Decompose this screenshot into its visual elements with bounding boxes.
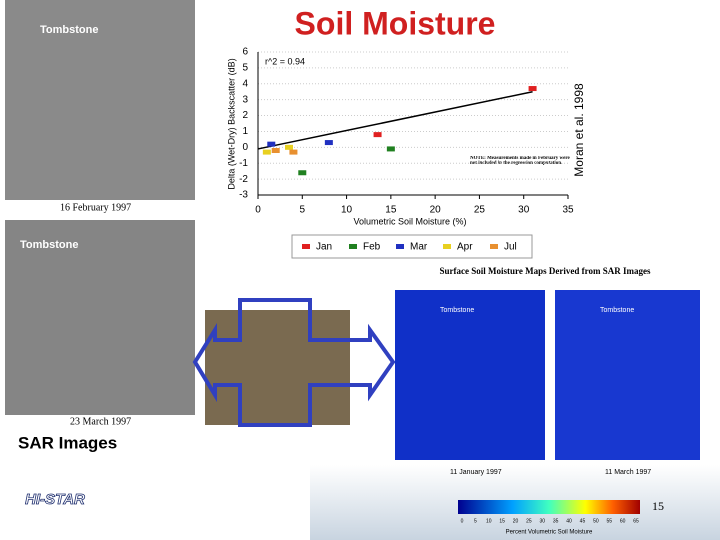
x-tick-label: 10 bbox=[341, 205, 353, 216]
colorbar-tick-label: 55 bbox=[606, 518, 612, 524]
colorbar-tick-label: 10 bbox=[486, 518, 492, 524]
point bbox=[373, 132, 382, 138]
x-tick-label: 25 bbox=[474, 205, 486, 216]
legend-swatch bbox=[490, 244, 498, 249]
colorbar-tick-label: 65 bbox=[633, 518, 639, 524]
soil-map bbox=[395, 290, 545, 460]
legend-swatch bbox=[443, 244, 451, 249]
y-tick-label: 2 bbox=[242, 110, 248, 121]
image-date: 11 January 1997 bbox=[450, 469, 502, 476]
soil-map bbox=[555, 290, 700, 460]
colorbar-label: Percent Volumetric Soil Moisture bbox=[506, 530, 593, 536]
annotation: r^2 = 0.94 bbox=[265, 56, 305, 66]
y-tick-label: 6 bbox=[242, 47, 248, 58]
y-tick-label: 4 bbox=[242, 78, 248, 89]
colorbar-tick-label: 45 bbox=[580, 518, 586, 524]
legend-label: Mar bbox=[410, 242, 428, 253]
legend-label: Jan bbox=[316, 242, 332, 253]
point bbox=[262, 149, 271, 155]
point bbox=[285, 144, 293, 150]
point bbox=[267, 141, 276, 147]
legend-label: Jul bbox=[504, 242, 517, 253]
colorbar bbox=[458, 500, 640, 514]
x-tick-label: 15 bbox=[385, 205, 397, 216]
point bbox=[271, 148, 280, 154]
colorbar-tick-label: 5 bbox=[474, 518, 477, 524]
colorbar-tick-label: 40 bbox=[566, 518, 572, 524]
image-date: 16 February 1997 bbox=[60, 202, 131, 213]
legend-label: Apr bbox=[457, 242, 473, 253]
colorbar-tick-label: 15 bbox=[499, 518, 505, 524]
colorbar-tick-label: 0 bbox=[461, 518, 464, 524]
legend-label: Feb bbox=[363, 242, 381, 253]
note-box: NOTE: Measurements made in February were… bbox=[470, 156, 570, 166]
colorbar-tick-label: 60 bbox=[620, 518, 626, 524]
caption: SAR Images bbox=[18, 433, 117, 452]
y-tick-label: 5 bbox=[242, 63, 248, 74]
page-number: 15 bbox=[652, 499, 664, 513]
y-tick-label: 3 bbox=[242, 94, 248, 105]
maps-title: Surface Soil Moisture Maps Derived from … bbox=[440, 266, 651, 276]
point bbox=[289, 149, 298, 155]
x-tick-label: 35 bbox=[562, 205, 574, 216]
legend bbox=[291, 234, 533, 259]
sar-image bbox=[5, 0, 195, 200]
x-tick-label: 30 bbox=[518, 205, 530, 216]
arrow-frame bbox=[192, 298, 396, 427]
image-label: Tombstone bbox=[440, 307, 474, 314]
image-label: Tombstone bbox=[600, 307, 634, 314]
colorbar-tick-label: 30 bbox=[540, 518, 546, 524]
y-tick-label: 1 bbox=[242, 126, 248, 137]
y-tick-label: -3 bbox=[239, 190, 248, 201]
note: NOTE: Measurements made in February were… bbox=[470, 156, 570, 166]
x-tick-label: 0 bbox=[255, 205, 261, 216]
image-date: 11 March 1997 bbox=[605, 469, 651, 476]
legend-swatch bbox=[349, 244, 357, 249]
logo: HI-STAR bbox=[25, 491, 85, 508]
colorbar-tick-label: 25 bbox=[526, 518, 532, 524]
y-tick-label: 0 bbox=[242, 142, 248, 153]
legend-swatch bbox=[302, 244, 310, 249]
image-label: Tombstone bbox=[20, 239, 78, 251]
x-axis-label: Volumetric Soil Moisture (%) bbox=[353, 216, 466, 226]
point bbox=[528, 86, 537, 92]
y-tick-label: -2 bbox=[239, 174, 248, 185]
colorbar-tick-label: 50 bbox=[593, 518, 599, 524]
sar-image bbox=[5, 220, 195, 415]
image-label: Tombstone bbox=[40, 24, 98, 36]
slide-title: Soil Moisture bbox=[295, 5, 496, 41]
regression-line bbox=[257, 90, 533, 150]
y-tick-label: -1 bbox=[239, 158, 248, 169]
point bbox=[298, 170, 307, 176]
credit: Moran et al. 1998 bbox=[572, 83, 586, 177]
y-axis-label: Delta (Wet-Dry) Backscatter (dB) bbox=[226, 58, 236, 189]
x-tick-label: 5 bbox=[300, 205, 306, 216]
x-tick-label: 20 bbox=[430, 205, 442, 216]
field-photo bbox=[205, 310, 350, 425]
legend-swatch bbox=[396, 244, 404, 249]
image-date: 23 March 1997 bbox=[70, 416, 131, 427]
point bbox=[386, 146, 395, 152]
colorbar-tick-label: 35 bbox=[553, 518, 559, 524]
colorbar-tick-label: 20 bbox=[513, 518, 519, 524]
point bbox=[324, 140, 333, 146]
